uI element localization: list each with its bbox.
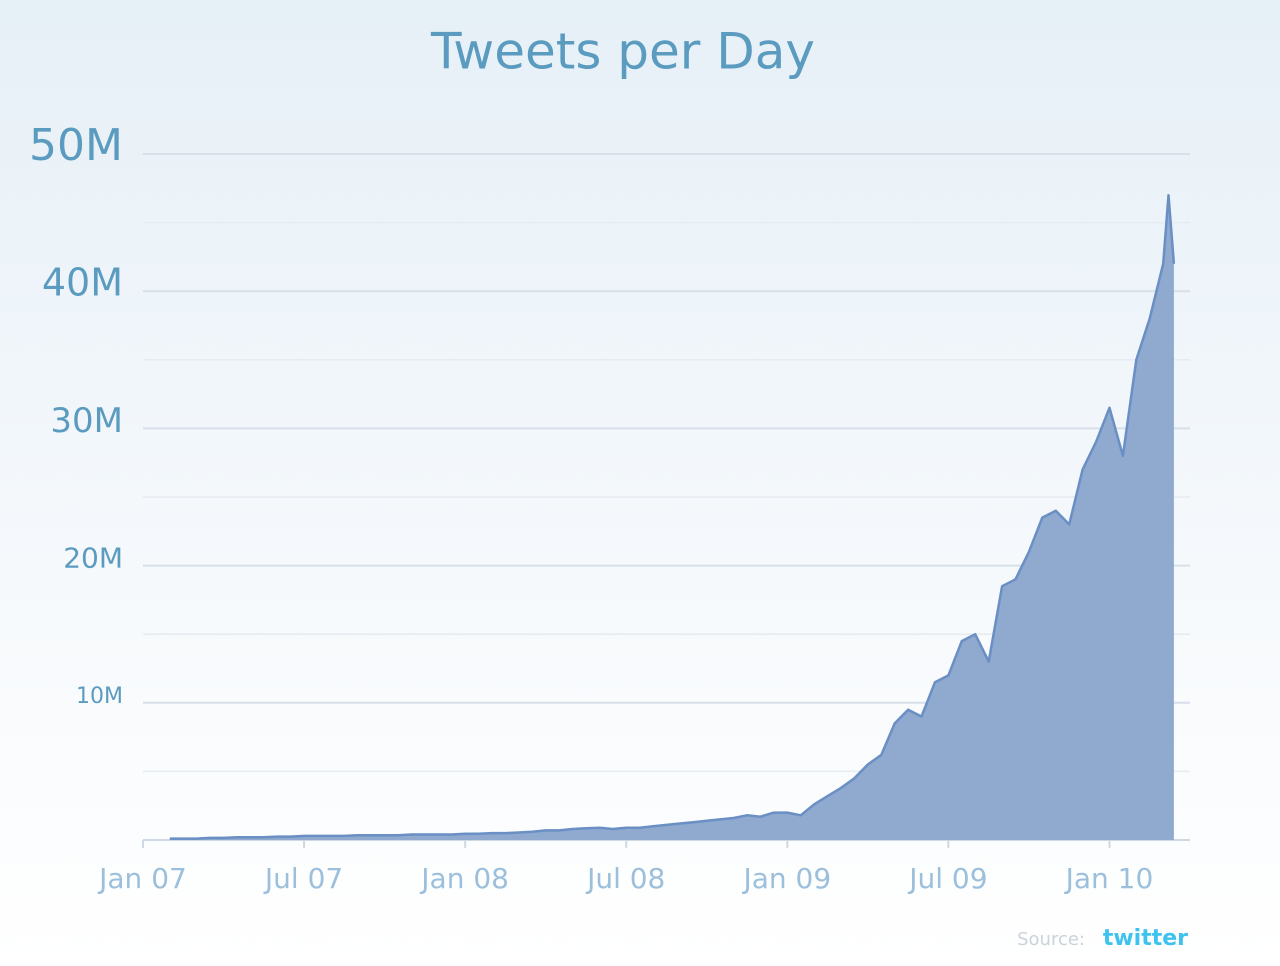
source-label: Source: (1017, 929, 1085, 950)
y-tick-label: 30M (50, 401, 123, 441)
area-line (169, 193, 1176, 840)
x-tick-label: Jan 07 (97, 862, 187, 895)
y-tick-label: 40M (42, 261, 123, 305)
x-tick-label: Jul 08 (585, 862, 665, 895)
x-tick-label: Jan 08 (419, 862, 509, 895)
x-tick-label: Jan 09 (741, 862, 831, 895)
chart-title: Tweets per Day (430, 23, 815, 81)
y-tick-label: 10M (76, 684, 123, 709)
area-fill (169, 195, 1174, 840)
x-tick-label: Jan 10 (1064, 862, 1154, 895)
source-logo: twitter (1103, 926, 1188, 951)
y-tick-label: 20M (63, 542, 123, 575)
y-tick-label: 50M (29, 120, 123, 171)
x-tick-label: Jul 09 (907, 862, 987, 895)
x-tick-label: Jul 07 (263, 862, 343, 895)
